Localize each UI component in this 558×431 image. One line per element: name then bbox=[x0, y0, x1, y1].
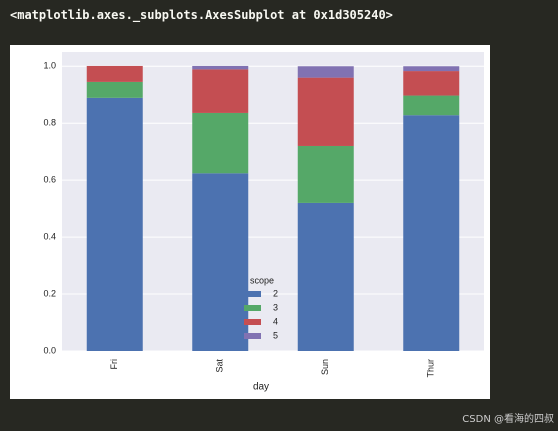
legend-label: 5 bbox=[273, 330, 278, 340]
bar-segment bbox=[192, 69, 249, 113]
y-tick-label: 0.6 bbox=[43, 175, 56, 185]
bar-segment bbox=[86, 81, 143, 98]
x-tick-label: Sun bbox=[320, 359, 330, 375]
y-tick-label: 0.4 bbox=[43, 231, 56, 241]
x-tick-label: Fri bbox=[109, 359, 119, 370]
bar-segment bbox=[403, 95, 460, 116]
legend-swatch bbox=[244, 291, 261, 297]
bar-segment bbox=[297, 77, 354, 146]
x-axis-label: day bbox=[253, 382, 269, 393]
bar-segment bbox=[192, 173, 249, 351]
legend-title: scope bbox=[250, 275, 274, 285]
y-tick-label: 1.0 bbox=[43, 61, 56, 71]
legend-label: 3 bbox=[273, 302, 278, 312]
bar-segment bbox=[403, 66, 460, 72]
legend-swatch bbox=[244, 333, 261, 339]
x-tick-label: Sat bbox=[215, 359, 225, 373]
y-tick-label: 0.2 bbox=[43, 288, 56, 298]
bar-segment bbox=[86, 65, 143, 82]
y-tick-label: 0.8 bbox=[43, 118, 56, 128]
bar-segment bbox=[86, 97, 143, 351]
bar-segment bbox=[297, 145, 354, 203]
legend-label: 4 bbox=[273, 316, 278, 326]
legend-label: 2 bbox=[273, 288, 278, 298]
y-tick-label: 0.0 bbox=[43, 345, 56, 355]
x-tick-label: Thur bbox=[426, 359, 436, 378]
output-text: <matplotlib.axes._subplots.AxesSubplot a… bbox=[10, 8, 393, 22]
bar-segment bbox=[192, 65, 249, 70]
bar-segment bbox=[192, 112, 249, 174]
watermark: CSDN @看海的四叔 bbox=[462, 414, 554, 425]
bar-segment bbox=[403, 71, 460, 96]
bar-segment bbox=[297, 66, 354, 78]
bar-segment bbox=[403, 115, 460, 352]
legend-swatch bbox=[244, 319, 261, 325]
bar-segment bbox=[297, 202, 354, 351]
legend-swatch bbox=[244, 305, 261, 311]
